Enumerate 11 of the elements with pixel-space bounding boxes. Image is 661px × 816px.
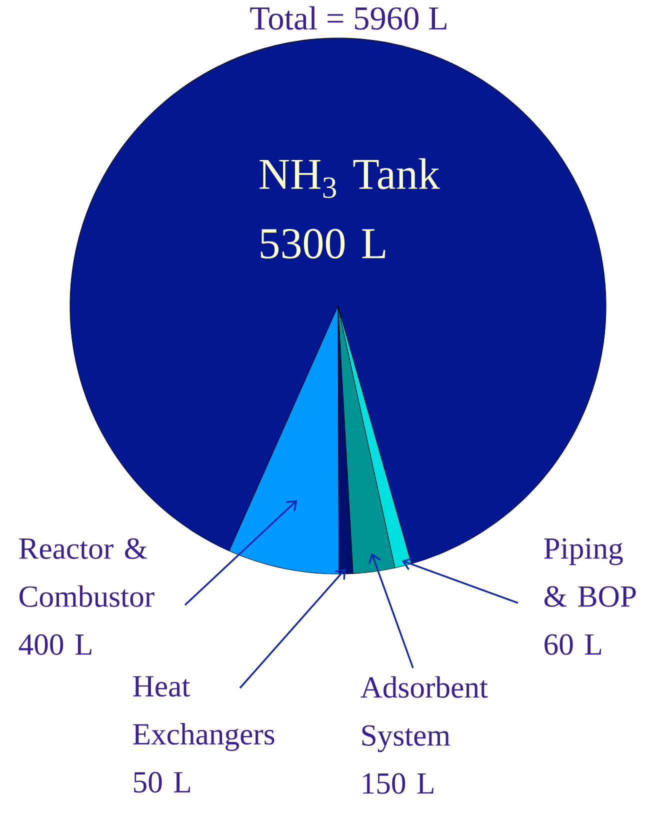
slice-label: Adsorbent System (360, 676, 488, 752)
slice-label: NH$_{3}$ Tank (260, 158, 440, 198)
data-label: 60 L (544, 634, 602, 655)
chart-title: Total = 5960 L (250, 6, 446, 30)
data-label: 5300 L (260, 228, 386, 259)
data-label: 400 L (18, 634, 92, 655)
data-label: 150 L (362, 773, 434, 794)
slice-label: Reactor & Combustor (19, 538, 154, 607)
slice-label: Heat Exchangers (133, 676, 274, 751)
data-label: 50 L (134, 772, 190, 793)
slice-label: Piping & BOP (544, 538, 636, 607)
